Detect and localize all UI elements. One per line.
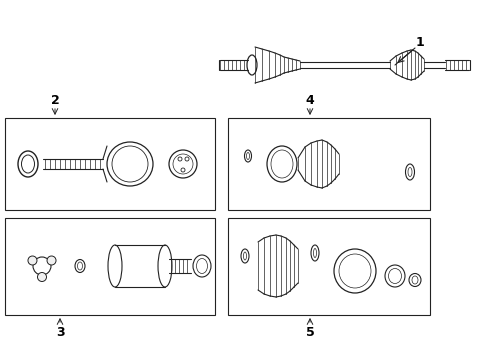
Text: 5: 5 — [306, 325, 315, 338]
Bar — [228, 118, 430, 210]
Text: 4: 4 — [306, 94, 315, 107]
Bar — [5, 218, 215, 315]
Text: 2: 2 — [50, 94, 59, 107]
Ellipse shape — [28, 256, 37, 265]
Ellipse shape — [38, 273, 47, 282]
Text: 1: 1 — [416, 36, 424, 49]
Text: 3: 3 — [56, 325, 64, 338]
Ellipse shape — [47, 256, 56, 265]
Bar — [228, 218, 430, 315]
Bar — [5, 118, 215, 210]
